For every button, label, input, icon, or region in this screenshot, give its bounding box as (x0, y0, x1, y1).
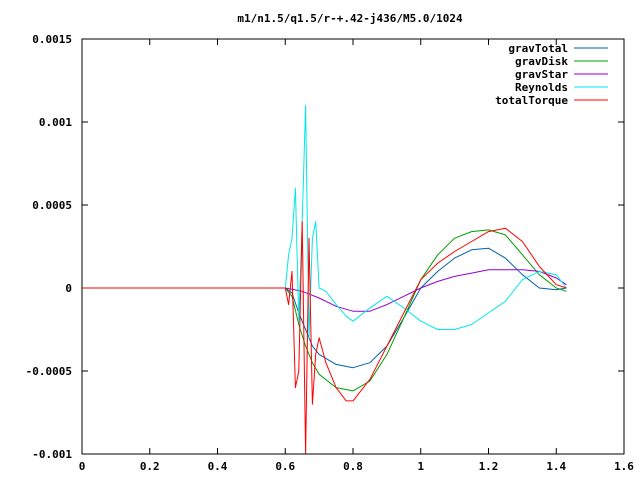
series-line-gravDisk (82, 229, 567, 392)
series-line-gravStar (82, 269, 567, 312)
x-tick-label: 1.6 (614, 460, 634, 473)
legend-label-Reynolds: Reynolds (515, 81, 568, 94)
plot-series (82, 104, 567, 455)
y-tick-label: 0 (65, 282, 72, 295)
legend-label-gravStar: gravStar (515, 68, 568, 81)
y-tick-label: -0.001 (32, 448, 72, 461)
y-tick-label: 0.0015 (32, 33, 72, 46)
legend: gravTotalgravDiskgravStarReynoldstotalTo… (495, 42, 608, 107)
legend-label-gravTotal: gravTotal (508, 42, 568, 55)
x-tick-label: 1.4 (546, 460, 566, 473)
chart-title: m1/n1.5/q1.5/r-+.42-j436/M5.0/1024 (237, 12, 463, 25)
legend-label-gravDisk: gravDisk (515, 55, 568, 68)
y-tick-label: 0.001 (39, 116, 72, 129)
x-tick-label: 1 (417, 460, 424, 473)
series-line-gravTotal (82, 247, 567, 369)
axes: 0 0.2 0.4 0.6 0.8 1 1.2 1.4 1.6 -0.001 -0.0005 0 0.0… (26, 33, 635, 473)
x-tick-label: 0.4 (208, 460, 228, 473)
y-tick-label: -0.0005 (26, 365, 72, 378)
x-tick-label: 0.8 (343, 460, 363, 473)
x-tick-label: 0.2 (140, 460, 160, 473)
x-tick-label: 0.6 (275, 460, 295, 473)
series-line-Reynolds (82, 104, 567, 339)
series-line-totalTorque (82, 221, 567, 455)
x-tick-label: 1.2 (479, 460, 499, 473)
x-tick-label: 0 (79, 460, 86, 473)
y-tick-label: 0.0005 (32, 199, 72, 212)
legend-label-totalTorque: totalTorque (495, 94, 568, 107)
plot-frame (81, 38, 625, 455)
